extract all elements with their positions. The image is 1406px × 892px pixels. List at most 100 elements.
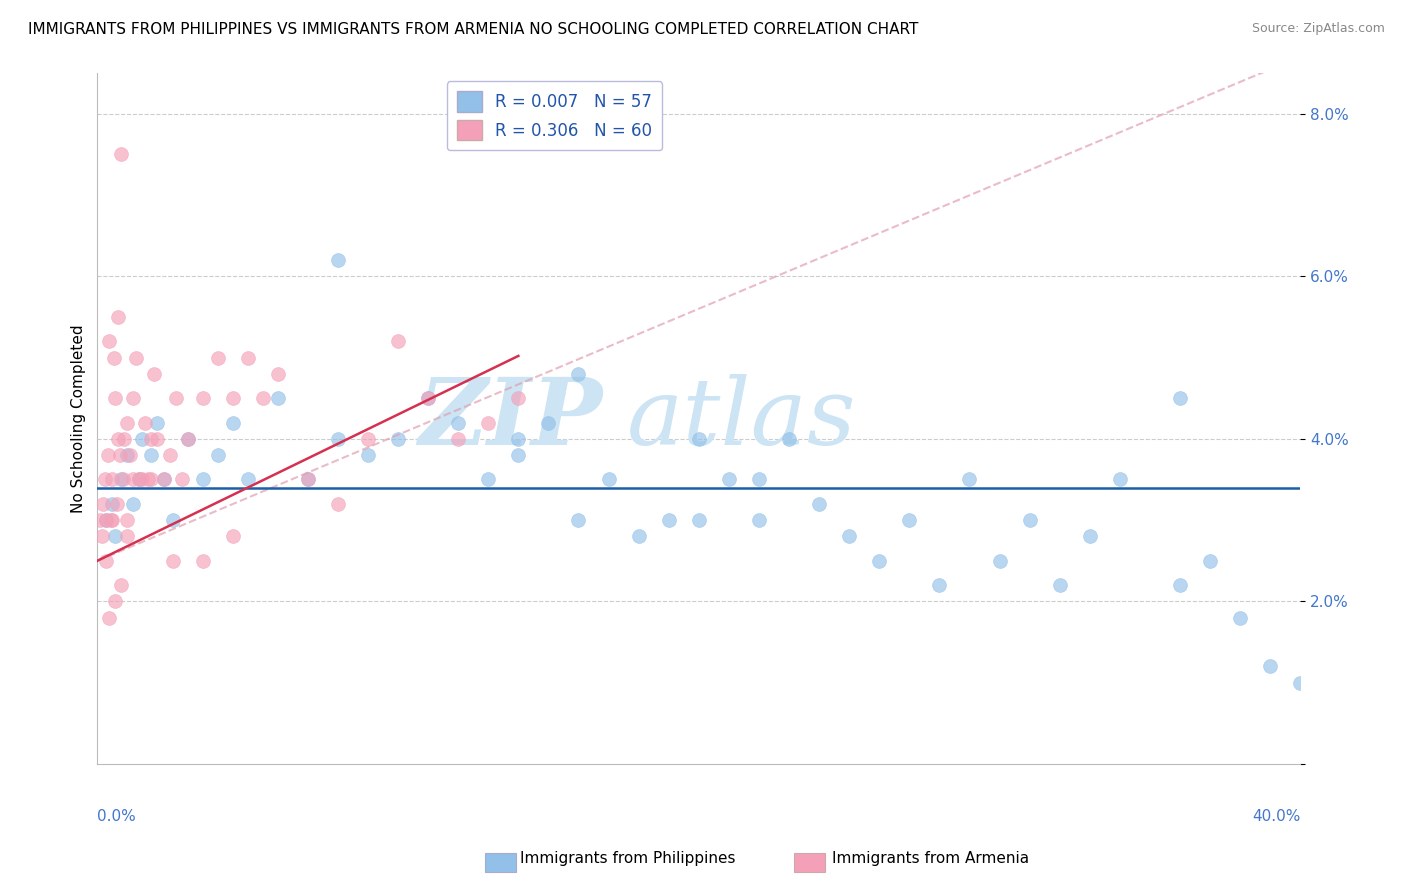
Point	[297, 473, 319, 487]
Point	[170, 473, 193, 487]
Point	[808, 497, 831, 511]
Point	[477, 473, 499, 487]
Point	[146, 416, 169, 430]
Point	[122, 391, 145, 405]
Point	[134, 416, 156, 430]
Point	[508, 391, 530, 405]
Point	[627, 529, 650, 543]
Point	[221, 529, 243, 543]
Point	[143, 367, 166, 381]
Point	[447, 432, 470, 446]
Point	[1078, 529, 1101, 543]
Point	[688, 513, 710, 527]
Point	[297, 473, 319, 487]
Point	[128, 473, 150, 487]
Point	[141, 448, 163, 462]
Point	[267, 367, 290, 381]
Text: ZIP: ZIP	[419, 374, 603, 464]
Point	[96, 513, 118, 527]
Point	[1168, 391, 1191, 405]
Point	[117, 529, 139, 543]
Point	[125, 351, 148, 365]
Point	[988, 554, 1011, 568]
Point	[90, 529, 112, 543]
Point	[447, 416, 470, 430]
Point	[165, 391, 187, 405]
Point	[101, 473, 124, 487]
Point	[111, 473, 134, 487]
Point	[357, 432, 380, 446]
Point	[688, 432, 710, 446]
Point	[128, 473, 150, 487]
Point	[103, 351, 125, 365]
Point	[748, 473, 770, 487]
Point	[748, 513, 770, 527]
Text: 40.0%: 40.0%	[1251, 809, 1301, 823]
Point	[928, 578, 950, 592]
Point	[1018, 513, 1040, 527]
Point	[110, 147, 132, 161]
Point	[98, 334, 121, 349]
Point	[508, 448, 530, 462]
Point	[152, 473, 174, 487]
Point	[107, 310, 129, 324]
Point	[131, 432, 153, 446]
Point	[207, 448, 229, 462]
Point	[1049, 578, 1071, 592]
Text: Immigrants from Armenia: Immigrants from Armenia	[832, 851, 1029, 865]
Point	[957, 473, 980, 487]
Point	[838, 529, 860, 543]
Point	[112, 432, 135, 446]
Point	[104, 391, 127, 405]
Point	[162, 554, 184, 568]
Point	[120, 448, 142, 462]
Point	[221, 391, 243, 405]
Legend: R = 0.007   N = 57, R = 0.306   N = 60: R = 0.007 N = 57, R = 0.306 N = 60	[447, 81, 662, 151]
Point	[146, 432, 169, 446]
Point	[868, 554, 890, 568]
Point	[101, 513, 124, 527]
Point	[898, 513, 921, 527]
Point	[117, 448, 139, 462]
Point	[122, 473, 145, 487]
Point	[108, 448, 131, 462]
Point	[96, 513, 118, 527]
Point	[598, 473, 620, 487]
Text: IMMIGRANTS FROM PHILIPPINES VS IMMIGRANTS FROM ARMENIA NO SCHOOLING COMPLETED CO: IMMIGRANTS FROM PHILIPPINES VS IMMIGRANT…	[28, 22, 918, 37]
Point	[122, 497, 145, 511]
Point	[100, 513, 122, 527]
Point	[418, 391, 440, 405]
Point	[567, 513, 589, 527]
Point	[110, 473, 132, 487]
Point	[357, 448, 380, 462]
Point	[110, 578, 132, 592]
Point	[176, 432, 198, 446]
Point	[477, 416, 499, 430]
Point	[1168, 578, 1191, 592]
Point	[89, 513, 111, 527]
Point	[107, 432, 129, 446]
Point	[191, 554, 214, 568]
Text: Immigrants from Philippines: Immigrants from Philippines	[520, 851, 735, 865]
Point	[658, 513, 681, 527]
Point	[131, 473, 153, 487]
Point	[141, 432, 163, 446]
Point	[159, 448, 181, 462]
Point	[141, 473, 163, 487]
Point	[207, 351, 229, 365]
Point	[138, 473, 160, 487]
Point	[717, 473, 740, 487]
Point	[387, 334, 409, 349]
Point	[117, 416, 139, 430]
Point	[567, 367, 589, 381]
Point	[1199, 554, 1222, 568]
Point	[267, 391, 290, 405]
Point	[778, 432, 800, 446]
Point	[93, 497, 115, 511]
Point	[326, 432, 349, 446]
Point	[1289, 675, 1312, 690]
Point	[104, 594, 127, 608]
Point	[94, 473, 117, 487]
Point	[101, 497, 124, 511]
Text: 0.0%: 0.0%	[97, 809, 136, 823]
